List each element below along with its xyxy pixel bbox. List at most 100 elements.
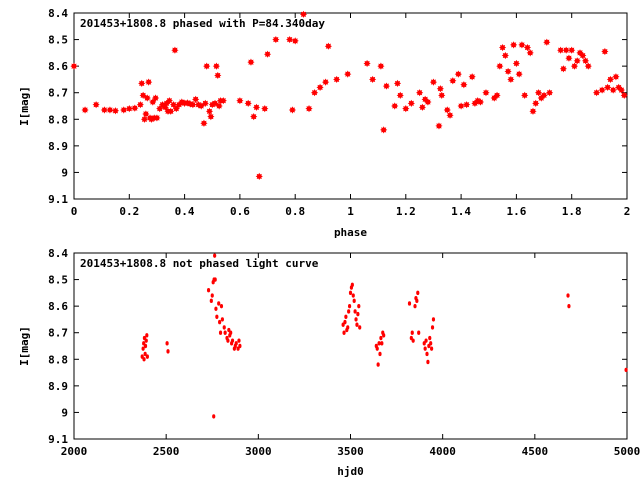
data-point (609, 86, 617, 94)
data-point (226, 338, 230, 343)
data-point (286, 35, 294, 44)
data-point (377, 341, 381, 346)
y-tick-label: 8.5 (48, 34, 68, 47)
y-tick-label: 9 (61, 166, 68, 179)
data-point (145, 354, 149, 359)
data-point (200, 119, 208, 127)
data-point (598, 86, 606, 94)
data-point (438, 91, 446, 99)
data-point (354, 317, 358, 322)
data-point (416, 89, 424, 97)
data-point (272, 35, 280, 44)
data-point (507, 75, 515, 84)
data-point (570, 62, 579, 70)
data-point (391, 102, 399, 110)
y-tick-label: 8.6 (48, 60, 68, 73)
data-point (504, 67, 512, 76)
x-tick-label: 5000 (614, 445, 640, 458)
data-point (443, 106, 451, 114)
x-tick-label: 0.6 (230, 205, 250, 218)
y-tick-label: 8.4 (48, 247, 68, 260)
data-point (431, 317, 436, 322)
data-point (617, 86, 626, 94)
data-point (413, 303, 417, 309)
x-tick-label: 1.8 (562, 205, 582, 218)
data-point (212, 62, 220, 70)
data-point (357, 303, 361, 309)
data-point (214, 306, 218, 311)
data-point (568, 46, 576, 54)
plot-frame (73, 12, 628, 200)
y-tick-label: 8.9 (48, 140, 68, 153)
x-axis-title: hjd0 (337, 465, 364, 478)
data-point (145, 333, 149, 338)
data-point (378, 351, 382, 357)
x-tick-label: 2 (624, 205, 631, 218)
data-point (418, 103, 426, 111)
data-point (207, 113, 215, 121)
data-point (402, 105, 410, 113)
x-tick-label: 2000 (61, 445, 88, 458)
y-tick-label: 8.7 (48, 87, 68, 100)
data-point (510, 41, 518, 49)
data-point (156, 105, 164, 113)
data-point (149, 98, 157, 106)
x-tick-label: 3500 (337, 445, 364, 458)
data-point (612, 73, 620, 81)
data-point (252, 103, 261, 111)
data-point (218, 330, 223, 335)
data-point (201, 99, 209, 107)
data-point (203, 62, 211, 70)
x-tick-label: 0.4 (175, 205, 195, 218)
data-point (220, 317, 224, 322)
data-point (624, 367, 628, 373)
data-point (543, 38, 551, 46)
data-point (424, 338, 428, 343)
data-point (545, 89, 554, 97)
data-point (217, 301, 221, 306)
data-point (411, 338, 415, 343)
data-point (213, 253, 217, 258)
data-point (347, 309, 351, 314)
data-point (234, 341, 238, 346)
data-point (169, 101, 178, 109)
data-point (518, 41, 526, 49)
data-point (255, 172, 263, 181)
data-point (559, 65, 567, 73)
data-point (526, 49, 534, 57)
data-point (457, 102, 465, 110)
data-point (369, 75, 377, 84)
data-point (429, 78, 438, 86)
data-point (310, 89, 319, 97)
data-point (106, 106, 114, 114)
data-point (316, 83, 324, 91)
data-point (579, 51, 587, 60)
data-point (396, 91, 404, 99)
data-point (138, 79, 146, 88)
data-point (380, 341, 384, 346)
y-tick-label: 8.7 (48, 327, 68, 340)
plot-title: 201453+1808.8 phased with P=84.340day (80, 17, 325, 30)
data-point (356, 311, 360, 317)
data-point (353, 309, 357, 314)
data-point (167, 107, 175, 115)
data-point (426, 359, 430, 365)
data-point (250, 113, 258, 121)
plot-title: 201453+1808.8 not phased light curve (80, 257, 319, 270)
data-point (120, 106, 128, 114)
data-point (344, 70, 352, 78)
data-point (557, 46, 565, 54)
data-point (111, 107, 120, 115)
data-point (382, 333, 386, 338)
data-point (515, 70, 523, 78)
data-point (189, 101, 197, 109)
data-point (209, 298, 213, 304)
data-point (377, 62, 385, 70)
y-tick-label: 9.1 (48, 193, 68, 206)
data-point (407, 301, 412, 306)
data-point (238, 343, 242, 349)
data-point (601, 47, 609, 56)
data-point (215, 102, 223, 110)
data-point (218, 319, 222, 325)
data-point (620, 91, 628, 99)
